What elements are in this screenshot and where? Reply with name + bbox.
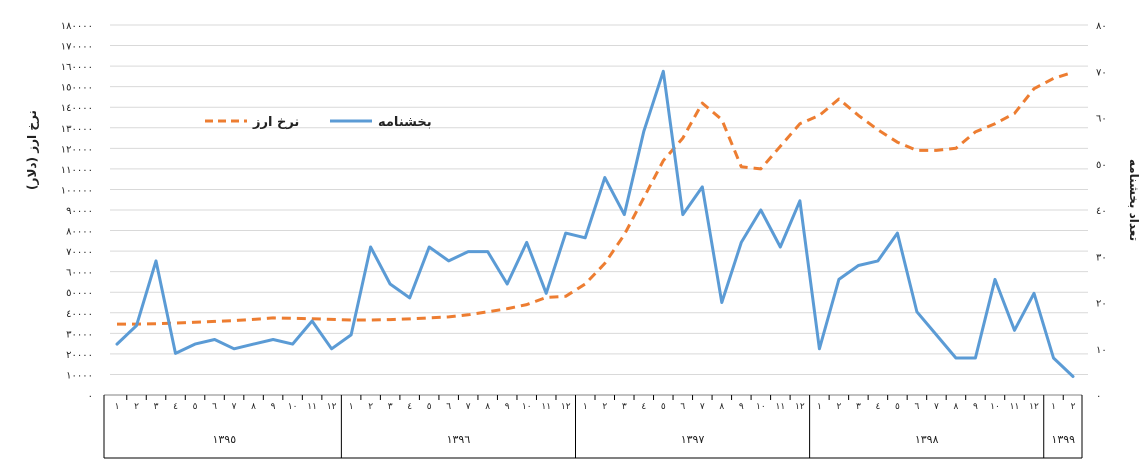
x-month-label: ٩: [271, 402, 276, 412]
x-month-label: ١٢: [561, 402, 571, 412]
left-tick-label: ٧٠٠٠٠: [66, 247, 93, 258]
left-tick-label: ١٨٠٠٠٠: [61, 21, 93, 32]
x-month-label: ١١: [776, 402, 786, 412]
x-month-label: ٦: [446, 402, 451, 412]
x-month-label: ٣: [856, 402, 861, 412]
x-month-label: ١: [115, 402, 120, 412]
right-axis-ticks: ٠ ١٠ ٢٠ ٣٠ ٤٠ ٥٠ ٦٠ ٧٠ ٨٠: [1096, 21, 1107, 402]
x-month-label: ١١: [1010, 402, 1020, 412]
x-month-label: ٩: [739, 402, 744, 412]
x-month-label: ٨: [251, 402, 256, 412]
right-tick-label: ٦٠: [1096, 114, 1107, 125]
x-month-label: ٦: [212, 402, 217, 412]
left-tick-label: ٩٠٠٠٠: [66, 206, 93, 217]
legend-label-exchange-rate: نرخ ارز: [252, 115, 299, 130]
left-axis-ticks: ٠ ١٠٠٠٠ ٢٠٠٠٠ ٣٠٠٠٠ ٤٠٠٠٠ ٥٠٠٠٠ ٦٠٠٠٠ ٧٠٠٠٠ ٨٠٠٠…: [61, 21, 93, 402]
left-tick-label: ١٦٠٠٠٠: [61, 62, 93, 73]
x-month-label: ٨: [485, 402, 490, 412]
x-month-label: ٢: [836, 402, 841, 412]
x-year-label: ١٣٩٧: [681, 433, 705, 446]
left-tick-label: ١٧٠٠٠٠: [61, 42, 93, 53]
left-tick-label: ٦٠٠٠٠: [66, 268, 93, 279]
x-month-label: ٩: [973, 402, 978, 412]
left-tick-label: ١٤٠٠٠٠: [61, 103, 93, 114]
x-month-label: ٥: [661, 402, 666, 412]
x-month-label: ١٢: [795, 402, 805, 412]
x-year-label: ١٣٩٩: [1051, 433, 1075, 446]
x-month-label: ١٠: [990, 402, 1000, 412]
x-month-label: ٧: [934, 402, 939, 412]
left-axis-title: نرخ ارز (دلار): [25, 110, 39, 190]
left-tick-label: ٤٠٠٠٠: [66, 309, 93, 320]
x-month-label: ٣: [388, 402, 393, 412]
gridlines: [110, 24, 1088, 375]
x-month-label: ٨: [954, 402, 959, 412]
left-tick-label: ١٥٠٠٠٠: [61, 83, 93, 94]
right-tick-label: ٨٠: [1096, 21, 1107, 32]
right-tick-label: ٥٠: [1096, 160, 1107, 171]
x-year-label: ١٣٩٥: [212, 433, 236, 446]
x-month-label: ١: [583, 402, 588, 412]
x-month-label: ٧: [700, 402, 705, 412]
left-tick-label: ٠: [88, 391, 93, 402]
x-month-label: ٩: [505, 402, 510, 412]
x-month-label: ٤: [641, 402, 646, 412]
left-tick-label: ٢٠٠٠٠: [66, 350, 93, 361]
x-month-label: ٤: [173, 402, 178, 412]
right-tick-label: ٣٠: [1096, 252, 1107, 263]
right-tick-label: ٤٠: [1096, 206, 1107, 217]
x-month-label: ٥: [427, 402, 432, 412]
x-month-label: ١٠: [288, 402, 298, 412]
x-month-label: ٥: [895, 402, 900, 412]
x-month-label: ٧: [232, 402, 237, 412]
x-month-label: ٤: [875, 402, 880, 412]
right-tick-label: ٠: [1096, 391, 1101, 402]
x-month-label: ٥: [193, 402, 198, 412]
x-month-label: ٤: [407, 402, 412, 412]
x-month-label: ١١: [541, 402, 551, 412]
legend: نرخ ارز بخشنامه: [205, 115, 432, 130]
x-month-label: ٣: [622, 402, 627, 412]
x-month-label: ٢: [1071, 402, 1076, 412]
left-tick-label: ١١٠٠٠٠: [61, 165, 93, 176]
right-axis-title: تعداد بخشنامه: [1127, 159, 1141, 241]
legend-label-circulars: بخشنامه: [378, 115, 432, 130]
series-lines: [115, 69, 1075, 378]
x-month-label: ٦: [680, 402, 685, 412]
x-month-label: ١٢: [1029, 402, 1039, 412]
left-tick-label: ٨٠٠٠٠: [66, 227, 93, 238]
x-month-label: ٢: [134, 402, 139, 412]
x-month-label: ٢: [368, 402, 373, 412]
left-tick-label: ١٣٠٠٠٠: [61, 124, 93, 135]
x-month-label: ٣: [154, 402, 159, 412]
x-month-label: ١١: [307, 402, 317, 412]
x-month-label: ٢: [602, 402, 607, 412]
right-tick-label: ٢٠: [1096, 299, 1107, 310]
left-tick-label: ١٠٠٠٠٠: [61, 185, 93, 196]
left-tick-label: ١٠٠٠٠: [66, 370, 93, 381]
x-month-label: ١: [349, 402, 354, 412]
x-month-label: ٨: [719, 402, 724, 412]
x-month-label: ١٠: [756, 402, 766, 412]
right-tick-label: ١٠: [1096, 345, 1107, 356]
x-month-label: ٧: [466, 402, 471, 412]
x-month-label: ١٠: [522, 402, 532, 412]
left-tick-label: ٥٠٠٠٠: [66, 288, 93, 299]
x-year-label: ١٣٩٨: [915, 433, 939, 446]
exchange-rate-line: [117, 70, 1074, 326]
x-month-label: ١: [817, 402, 822, 412]
x-month-label: ١: [1051, 402, 1056, 412]
x-year-label: ١٣٩٦: [447, 433, 471, 446]
x-month-label: ١٢: [327, 402, 337, 412]
circulars-line: [115, 69, 1075, 378]
right-tick-label: ٧٠: [1096, 67, 1107, 78]
left-tick-label: ٣٠٠٠٠: [66, 329, 93, 340]
left-tick-label: ١٢٠٠٠٠: [61, 144, 93, 155]
x-month-label: ٦: [914, 402, 919, 412]
